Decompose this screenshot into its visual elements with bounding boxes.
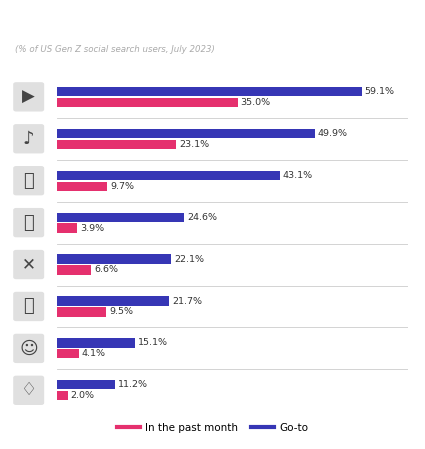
Bar	[57, 380, 115, 389]
Text: 23.1%: 23.1%	[179, 140, 209, 149]
FancyBboxPatch shape	[13, 334, 44, 363]
FancyBboxPatch shape	[13, 82, 44, 111]
Text: 59.1%: 59.1%	[365, 87, 395, 96]
Text: 6.6%: 6.6%	[94, 265, 118, 274]
Bar	[57, 255, 171, 264]
Legend: In the past month, Go-to: In the past month, Go-to	[117, 423, 308, 433]
FancyBboxPatch shape	[13, 124, 44, 154]
Bar	[57, 339, 135, 348]
Bar	[57, 98, 238, 107]
Text: ♪: ♪	[23, 130, 34, 148]
Text: 21.7%: 21.7%	[172, 296, 202, 305]
Text: 43.1%: 43.1%	[282, 171, 312, 180]
Text: 2.0%: 2.0%	[70, 391, 94, 400]
Bar	[57, 296, 169, 306]
Text: 24.6%: 24.6%	[187, 213, 217, 222]
Text: 11.2%: 11.2%	[118, 380, 148, 389]
Bar	[57, 87, 362, 96]
Bar	[57, 129, 314, 138]
Text: (% of US Gen Z social search users, July 2023): (% of US Gen Z social search users, July…	[15, 45, 215, 54]
Text: Ⓘ: Ⓘ	[23, 172, 34, 189]
Text: ✕: ✕	[22, 255, 36, 273]
Bar	[57, 391, 68, 401]
Bar	[57, 349, 79, 358]
Text: ☺: ☺	[19, 339, 38, 357]
FancyBboxPatch shape	[13, 250, 44, 279]
Bar	[57, 181, 108, 191]
FancyBboxPatch shape	[13, 376, 44, 405]
Bar	[57, 212, 184, 222]
FancyBboxPatch shape	[13, 292, 44, 321]
FancyBboxPatch shape	[13, 166, 44, 195]
Text: ▶: ▶	[23, 88, 35, 106]
Text: ♢: ♢	[21, 381, 37, 399]
Bar	[57, 307, 106, 317]
Text: 49.9%: 49.9%	[317, 129, 347, 138]
Text: 3.9%: 3.9%	[80, 224, 104, 233]
Text: 15.1%: 15.1%	[138, 339, 168, 348]
Text: 4.1%: 4.1%	[81, 349, 105, 358]
Bar	[57, 140, 176, 149]
Bar	[57, 224, 77, 233]
Text: 9.5%: 9.5%	[109, 308, 133, 317]
FancyBboxPatch shape	[13, 208, 44, 237]
Text: TIKTOK ISN'T GEN Z'S TOP CHOICE FOR SEARCH—YOUTUBE IS: TIKTOK ISN'T GEN Z'S TOP CHOICE FOR SEAR…	[15, 15, 378, 25]
Text: Ⓟ: Ⓟ	[23, 298, 34, 316]
Text: 22.1%: 22.1%	[174, 255, 204, 264]
Text: 9.7%: 9.7%	[110, 182, 134, 191]
Bar	[57, 171, 280, 180]
Text: ⓡ: ⓡ	[23, 214, 34, 232]
Bar	[57, 265, 91, 275]
Text: 35.0%: 35.0%	[241, 98, 271, 107]
